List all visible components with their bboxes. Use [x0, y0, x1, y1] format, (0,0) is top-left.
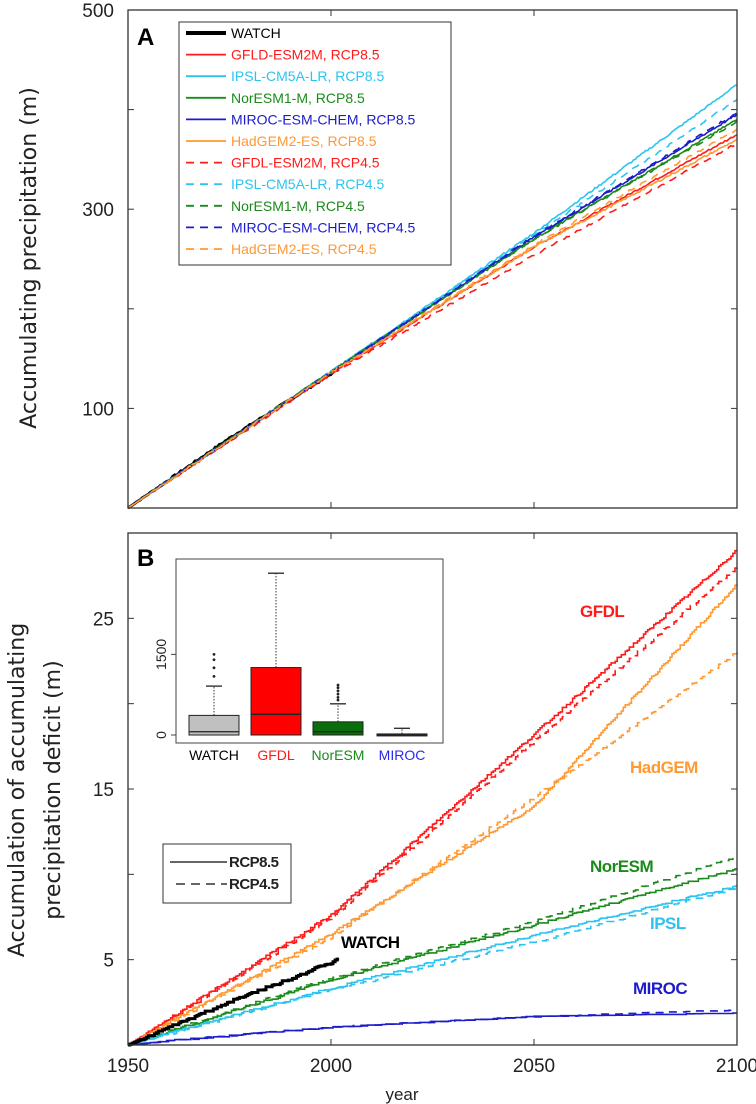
- box-miroc: [376, 727, 428, 737]
- inset-category-label: GFDL: [257, 747, 295, 763]
- series-line-ipsl-cm5a-lr-rcp4-5: [127, 98, 738, 509]
- panel-a-series: [127, 84, 738, 510]
- y-tick-label: 5: [103, 951, 114, 972]
- panel-a-y-axis-label: Accumulating precipitation (m): [17, 87, 42, 429]
- panel-b-y-axis-label-line1: Accumulation of accumulating: [5, 623, 30, 957]
- inset-category-label: WATCH: [189, 747, 239, 763]
- panel-b-y-axis-label-line2: precipitation deficit (m): [41, 660, 66, 919]
- outlier-point: [212, 658, 216, 662]
- annotation-hadgem: HadGEM: [630, 758, 698, 777]
- panel-b-series: [128, 549, 738, 1047]
- series-line-hadgem-rcp4-5: [128, 652, 738, 1046]
- panel-b-x-axis-label: year: [385, 1085, 418, 1104]
- series-line-ipsl-rcp4-5: [128, 886, 737, 1046]
- annotation-noresm: NorESM: [590, 857, 653, 876]
- outlier-point: [336, 683, 340, 687]
- y-tick-label: 100: [82, 399, 114, 420]
- outlier-point: [336, 692, 340, 696]
- outlier-point: [212, 666, 216, 670]
- annotation-watch: WATCH: [341, 933, 400, 952]
- panel-a-legend: WATCH GFLD-ESM2M, RCP8.5 IPSL-CM5A-LR, RCP…: [178, 21, 452, 266]
- box-iqr: [312, 721, 364, 736]
- box-iqr: [188, 714, 240, 736]
- series-line-watch: [128, 957, 340, 1047]
- y-tick-label: 500: [82, 1, 114, 22]
- outlier-point: [336, 686, 340, 690]
- x-tick-label: 2050: [513, 1056, 555, 1077]
- series-line-gfdl-rcp8-5: [128, 549, 737, 1046]
- legend-rcp45-label: RCP4.5: [229, 876, 279, 893]
- series-line-hadgem-rcp8-5: [128, 584, 738, 1046]
- legend-entry-label: IPSL-CM5A-LR, RCP8.5: [231, 68, 384, 84]
- annotation-ipsl: IPSL: [650, 914, 686, 933]
- inset-boxplot: 0 1500 WATCH GFDL NorESM MIROC: [153, 558, 444, 763]
- series-line-noresm1-m-rcp4-5: [127, 120, 738, 509]
- panel-b-label: B: [137, 545, 154, 572]
- series-line-ipsl-rcp8-5: [128, 885, 737, 1046]
- box-gfdl: [250, 572, 302, 736]
- series-line-gfdl-rcp4-5: [128, 567, 738, 1046]
- y-tick-label: 25: [93, 609, 114, 630]
- inset-category-label: NorESM: [312, 747, 365, 763]
- outlier-point: [336, 695, 340, 699]
- series-line-noresm-rcp8-5: [128, 868, 738, 1046]
- y-tick-label: 15: [93, 780, 114, 801]
- legend-entry-label: HadGEM2-ES, RCP4.5: [231, 241, 377, 257]
- y-tick-label: 300: [82, 200, 114, 221]
- series-line-miroc-rcp4-5: [128, 1009, 737, 1046]
- panel-b: Accumulation of accumulating precipitati…: [5, 532, 756, 1104]
- x-tick-label: 2100: [716, 1056, 756, 1077]
- outlier-point: [212, 675, 216, 678]
- series-line-gfdl-esm2m-rcp4-5: [127, 142, 738, 509]
- series-line-noresm-rcp4-5: [128, 856, 738, 1046]
- panel-b-annotations: GFDL HadGEM NorESM IPSL MIROC WATCH: [341, 602, 699, 998]
- box-iqr: [250, 667, 302, 736]
- legend-entry-label: GFDL-ESM2M, RCP4.5: [231, 155, 380, 171]
- legend-rcp85-label: RCP8.5: [229, 854, 279, 871]
- annotation-miroc: MIROC: [633, 979, 687, 998]
- outlier-point: [336, 698, 340, 702]
- legend-entry-label: WATCH: [231, 25, 281, 41]
- inset-y-tick-label: 1500: [153, 639, 169, 670]
- inset-y-tick-label: 0: [153, 731, 169, 739]
- annotation-gfdl: GFDL: [580, 602, 624, 621]
- legend-entry-label: HadGEM2-ES, RCP8.5: [231, 133, 377, 149]
- inset-category-label: MIROC: [379, 747, 426, 763]
- legend-entry-label: NorESM1-M, RCP4.5: [231, 198, 365, 214]
- legend-entry-label: IPSL-CM5A-LR, RCP4.5: [231, 176, 384, 192]
- box-noresm: [312, 683, 364, 736]
- panel-a: Accumulating precipitation (m) 100 300 500…: [17, 1, 738, 510]
- outlier-point: [212, 652, 216, 656]
- legend-entry-label: MIROC-ESM-CHEM, RCP8.5: [231, 111, 416, 127]
- legend-entry-label: GFLD-ESM2M, RCP8.5: [231, 47, 380, 63]
- panel-a-label: A: [137, 24, 154, 51]
- x-tick-label: 1950: [107, 1056, 149, 1077]
- legend-entry-label: NorESM1-M, RCP8.5: [231, 90, 365, 106]
- x-tick-label: 2000: [310, 1056, 352, 1077]
- panel-a-frame: [127, 9, 738, 509]
- box-watch: [188, 652, 240, 736]
- panel-b-legend: RCP8.5 RCP4.5: [162, 843, 292, 904]
- outlier-point: [336, 689, 340, 693]
- legend-entry-label: MIROC-ESM-CHEM, RCP4.5: [231, 219, 416, 235]
